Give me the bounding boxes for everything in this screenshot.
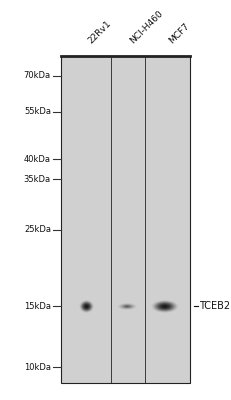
Ellipse shape bbox=[160, 305, 168, 308]
Text: 22Rv1: 22Rv1 bbox=[86, 19, 112, 46]
Ellipse shape bbox=[85, 305, 88, 308]
Ellipse shape bbox=[80, 301, 92, 312]
Ellipse shape bbox=[124, 306, 129, 308]
Ellipse shape bbox=[121, 304, 132, 308]
Text: 25kDa: 25kDa bbox=[24, 225, 51, 234]
Ellipse shape bbox=[85, 306, 87, 307]
Text: 40kDa: 40kDa bbox=[24, 155, 51, 164]
Text: 55kDa: 55kDa bbox=[24, 107, 51, 116]
Text: 15kDa: 15kDa bbox=[24, 302, 51, 311]
Bar bbox=[61, 56, 189, 383]
Ellipse shape bbox=[158, 304, 170, 309]
Ellipse shape bbox=[163, 306, 165, 307]
Ellipse shape bbox=[120, 304, 133, 309]
Ellipse shape bbox=[81, 302, 91, 311]
Ellipse shape bbox=[119, 304, 134, 309]
Ellipse shape bbox=[125, 306, 128, 307]
Ellipse shape bbox=[126, 306, 128, 307]
Ellipse shape bbox=[84, 305, 88, 308]
Ellipse shape bbox=[80, 300, 93, 312]
Ellipse shape bbox=[155, 302, 173, 310]
Ellipse shape bbox=[123, 305, 130, 308]
Ellipse shape bbox=[122, 305, 131, 308]
Text: 35kDa: 35kDa bbox=[24, 175, 51, 184]
Ellipse shape bbox=[83, 304, 89, 309]
Ellipse shape bbox=[82, 302, 91, 310]
Text: 10kDa: 10kDa bbox=[24, 363, 51, 372]
Text: 70kDa: 70kDa bbox=[24, 71, 51, 80]
Ellipse shape bbox=[82, 303, 90, 310]
Ellipse shape bbox=[153, 301, 175, 312]
Bar bbox=[61, 56, 189, 383]
Ellipse shape bbox=[84, 304, 89, 309]
Ellipse shape bbox=[159, 304, 169, 309]
Text: NCI-H460: NCI-H460 bbox=[128, 9, 164, 46]
Text: MCF7: MCF7 bbox=[167, 22, 190, 46]
Ellipse shape bbox=[157, 303, 171, 310]
Ellipse shape bbox=[152, 300, 176, 312]
Text: TCEB2: TCEB2 bbox=[199, 302, 230, 312]
Ellipse shape bbox=[162, 305, 167, 308]
Ellipse shape bbox=[154, 302, 174, 311]
